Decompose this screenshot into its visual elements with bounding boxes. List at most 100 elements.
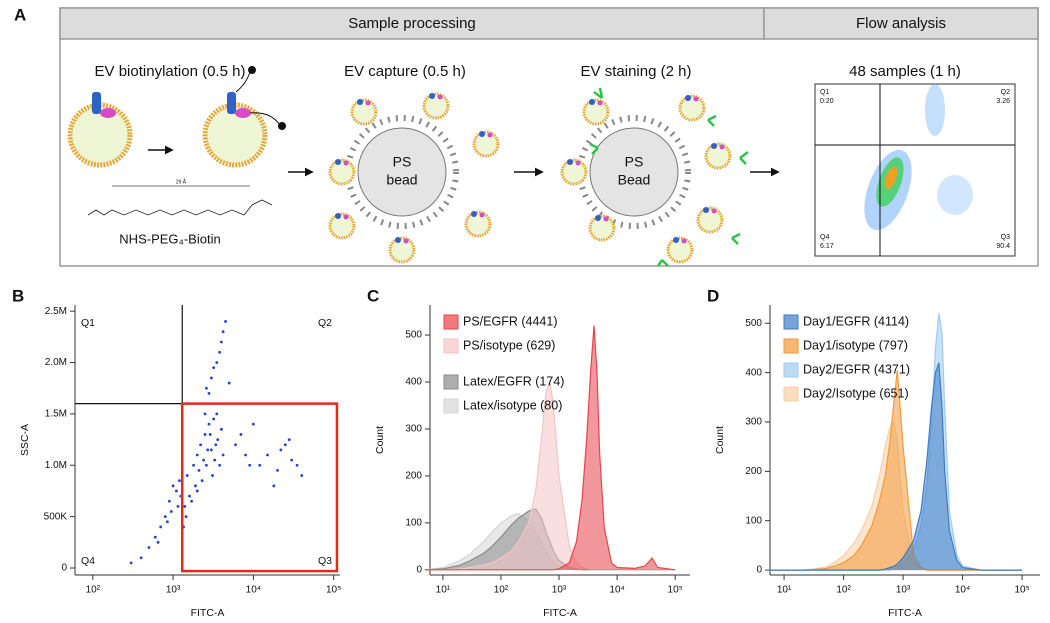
step-title: EV capture (0.5 h) — [344, 63, 466, 80]
x-tick-label: 10⁴ — [246, 585, 261, 596]
y-tick-label: 200 — [405, 471, 422, 482]
step-title: EV biotinylation (0.5 h) — [95, 63, 246, 80]
point — [234, 443, 237, 447]
point — [216, 438, 220, 441]
point — [212, 366, 216, 370]
point — [218, 463, 222, 467]
area — [425, 508, 676, 570]
header-cell — [763, 7, 1039, 40]
quadrant-label: Q1 — [81, 317, 95, 329]
vesicle — [67, 92, 133, 168]
x-tick-label: 10⁴ — [955, 585, 970, 596]
point — [190, 499, 193, 503]
point — [147, 546, 151, 549]
bead — [589, 127, 679, 217]
y-tick-label: 300 — [745, 417, 762, 428]
quadrant-value: 6.17 — [820, 243, 834, 250]
y-axis-title: SSC-A — [19, 424, 31, 456]
point — [220, 427, 223, 431]
point — [129, 561, 133, 565]
y-tick-label: 400 — [745, 367, 762, 378]
panel-label: A — [14, 5, 26, 24]
bead-label: PS — [625, 154, 644, 170]
area-outline — [425, 325, 676, 571]
bead-label: bead — [386, 172, 417, 188]
point — [266, 453, 269, 457]
quadrant-label: Q2 — [318, 317, 332, 329]
point — [175, 489, 178, 493]
legend-swatch — [443, 374, 459, 390]
y-tick-label: 500 — [745, 318, 762, 329]
point — [214, 443, 218, 447]
y-tick-label: 100 — [405, 518, 422, 529]
y-tick-label: 500K — [44, 511, 68, 522]
point — [272, 484, 276, 488]
y-tick-label: 300 — [405, 424, 422, 435]
legend-swatch — [783, 338, 799, 354]
chart-panel: B 10² 10³ 10⁴ 10⁵ 0 500K 1.0M 1.5M 2.0M 2.5M FITC-A… — [12, 286, 341, 618]
point — [156, 540, 160, 544]
legend-swatch — [443, 338, 459, 354]
point — [200, 479, 204, 483]
legend-swatch — [783, 386, 799, 402]
quadrant-name: Q3 — [1001, 234, 1010, 241]
x-tick-label: 10² — [836, 585, 851, 596]
header-text: Sample processing — [348, 15, 476, 32]
quadrant-name: Q2 — [1001, 89, 1010, 96]
x-tick-label: 10² — [494, 585, 509, 596]
reagent-label: NHS-PEG₄-Biotin — [119, 231, 220, 246]
point — [218, 350, 222, 354]
point — [203, 412, 207, 416]
density-cloud — [937, 175, 973, 215]
point — [212, 417, 216, 421]
legend-label: Day1/EGFR (4114) — [803, 314, 909, 328]
point — [183, 504, 187, 508]
x-tick-label: 10⁵ — [326, 585, 341, 596]
point — [139, 556, 143, 560]
point — [227, 381, 231, 385]
quadrant-name: Q1 — [820, 89, 829, 96]
antibodies — [589, 87, 749, 267]
point — [211, 474, 214, 477]
point — [199, 443, 202, 447]
chart-panel: C 10¹ 10² 10³ 10⁴ 10⁵ 0 100 200 300 400 500 FITC-A Co… — [367, 286, 690, 619]
y-tick-label: 200 — [745, 466, 762, 477]
point — [178, 479, 181, 483]
point — [205, 463, 208, 467]
x-tick-label: 10¹ — [777, 585, 792, 596]
bead — [357, 127, 447, 217]
x-tick-label: 10⁴ — [609, 585, 624, 596]
x-tick-label: 10² — [86, 585, 101, 596]
legend-swatch — [443, 314, 459, 330]
point — [168, 499, 171, 503]
x-tick-label: 10⁵ — [1014, 585, 1029, 596]
point — [279, 448, 283, 452]
y-tick-label: 1.5M — [45, 409, 67, 420]
point — [194, 484, 197, 488]
header-text: Flow analysis — [856, 15, 946, 32]
x-tick-label: 10³ — [166, 585, 181, 596]
point — [207, 422, 211, 426]
mini-flow-plot — [814, 83, 1016, 257]
point — [169, 510, 173, 513]
legend-label: PS/isotype (629) — [463, 338, 555, 352]
y-tick-label: 2.5M — [45, 306, 67, 317]
point — [203, 433, 207, 436]
point — [195, 453, 199, 457]
point — [197, 469, 201, 472]
y-tick-label: 2.0M — [45, 357, 67, 368]
point — [251, 422, 255, 426]
x-axis-title: FITC-A — [543, 607, 577, 619]
y-tick-label: 100 — [745, 515, 762, 526]
plot-frame — [814, 83, 1016, 257]
point — [208, 433, 212, 436]
point — [239, 433, 243, 436]
area-outline — [766, 362, 1023, 571]
density-peak — [884, 166, 898, 190]
quadrant-label: Q4 — [81, 555, 95, 567]
y-axis-title: Count — [714, 426, 726, 454]
quadrant-label: Q3 — [318, 555, 332, 567]
point — [188, 494, 191, 498]
